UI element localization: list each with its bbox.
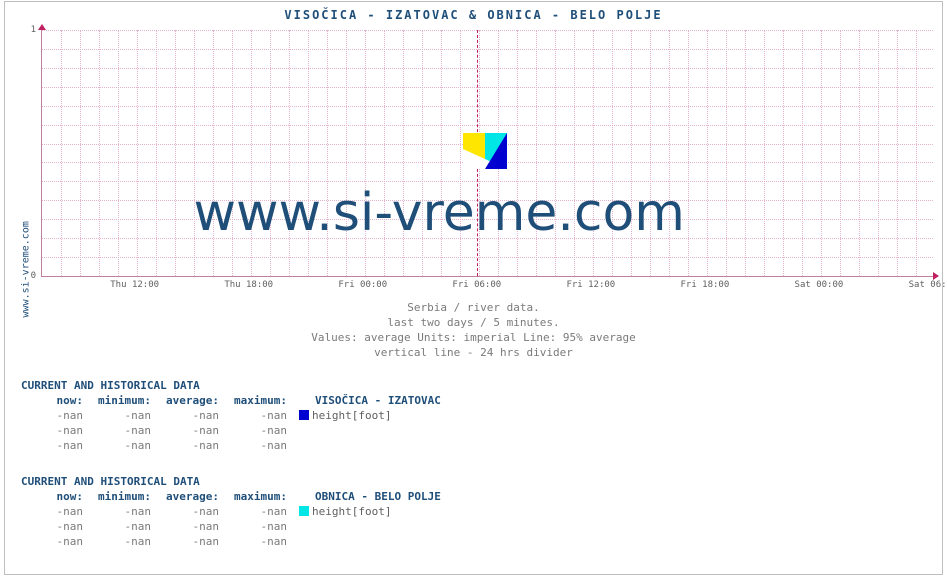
table-cell [293,534,447,549]
column-header: minimum: [89,489,157,504]
series-name: VISOČICA - IZATOVAC [293,393,447,408]
gridline-vertical [61,30,62,276]
data-table: now:minimum:average:maximum:OBNICA - BEL… [21,489,447,549]
table-cell: -nan [225,438,293,453]
gridline-vertical [80,30,81,276]
gridline-vertical [764,30,765,276]
table-cell: -nan [21,519,89,534]
table-cell: -nan [225,408,293,423]
x-tick-label: Fri 18:00 [681,280,730,290]
gridline-vertical [897,30,898,276]
column-header: average: [157,489,225,504]
legend-entry: height[foot] [293,408,447,423]
table-row: -nan-nan-nan-nanheight[foot] [21,408,447,423]
column-header: maximum: [225,393,293,408]
x-axis-arrow-icon [933,272,939,280]
table-row: -nan-nan-nan-nan [21,438,447,453]
table-cell: -nan [225,534,293,549]
gridline-vertical [859,30,860,276]
table-cell: -nan [157,519,225,534]
gridline-vertical [99,30,100,276]
table-cell: -nan [157,504,225,519]
site-logo-icon [463,133,507,169]
data-heading: CURRENT AND HISTORICAL DATA [21,378,447,393]
gridline-vertical [688,30,689,276]
table-cell: -nan [89,438,157,453]
table-cell: -nan [89,519,157,534]
gridline-vertical [802,30,803,276]
watermark-text: www.si-vreme.com [193,183,685,243]
gridline-vertical [840,30,841,276]
x-tick-label: Thu 18:00 [224,280,273,290]
subtitle-line: Serbia / river data. [5,300,942,315]
data-heading: CURRENT AND HISTORICAL DATA [21,474,447,489]
gridline-vertical [916,30,917,276]
table-row: -nan-nan-nan-nan [21,534,447,549]
chart-subtitle-block: Serbia / river data.last two days / 5 mi… [5,300,942,360]
table-cell: -nan [21,423,89,438]
table-header-row: now:minimum:average:maximum:VISOČICA - I… [21,393,447,408]
column-header: minimum: [89,393,157,408]
table-cell: -nan [21,408,89,423]
legend-swatch-icon [299,410,309,420]
plot-area: Thu 12:00Thu 18:00Fri 00:00Fri 06:00Fri … [41,30,933,277]
legend-label: height[foot] [312,505,391,518]
gridline-vertical [175,30,176,276]
series-name: OBNICA - BELO POLJE [293,489,447,504]
table-row: -nan-nan-nan-nanheight[foot] [21,504,447,519]
table-cell: -nan [157,438,225,453]
y-tick-label: 0 [31,271,36,281]
table-cell: -nan [21,534,89,549]
table-cell: -nan [89,423,157,438]
table-cell: -nan [89,408,157,423]
x-tick-label: Fri 06:00 [452,280,501,290]
table-cell: -nan [89,534,157,549]
table-cell: -nan [225,504,293,519]
table-cell: -nan [21,438,89,453]
table-cell: -nan [157,423,225,438]
gridline-vertical [118,30,119,276]
table-cell [293,423,447,438]
column-header: now: [21,489,89,504]
data-section-1: CURRENT AND HISTORICAL DATAnow:minimum:a… [21,378,447,453]
table-cell: -nan [89,504,157,519]
data-section-2: CURRENT AND HISTORICAL DATAnow:minimum:a… [21,474,447,549]
table-cell [293,519,447,534]
table-cell [293,438,447,453]
x-tick-label: Fri 12:00 [566,280,615,290]
gridline-vertical [726,30,727,276]
legend-label: height[foot] [312,409,391,422]
x-tick-label: Sat 00:00 [795,280,844,290]
legend-swatch-icon [299,506,309,516]
gridline-vertical [707,30,708,276]
column-header: now: [21,393,89,408]
table-row: -nan-nan-nan-nan [21,519,447,534]
x-tick-label: Fri 00:00 [338,280,387,290]
table-row: -nan-nan-nan-nan [21,423,447,438]
gridline-vertical [137,30,138,276]
table-cell: -nan [157,408,225,423]
subtitle-line: vertical line - 24 hrs divider [5,345,942,360]
gridline-vertical [821,30,822,276]
gridline-vertical [878,30,879,276]
chart-frame: VISOČICA - IZATOVAC & OBNICA - BELO POLJ… [4,1,943,575]
subtitle-line: Values: average Units: imperial Line: 95… [5,330,942,345]
x-tick-label: Sat 06:00 [909,280,947,290]
table-header-row: now:minimum:average:maximum:OBNICA - BEL… [21,489,447,504]
x-tick-label: Thu 12:00 [110,280,159,290]
table-cell: -nan [225,423,293,438]
column-header: maximum: [225,489,293,504]
gridline-vertical [156,30,157,276]
table-cell: -nan [157,534,225,549]
column-header: average: [157,393,225,408]
subtitle-line: last two days / 5 minutes. [5,315,942,330]
data-table: now:minimum:average:maximum:VISOČICA - I… [21,393,447,453]
table-cell: -nan [21,504,89,519]
y-tick-label: 1 [31,25,36,35]
legend-entry: height[foot] [293,504,447,519]
chart-title: VISOČICA - IZATOVAC & OBNICA - BELO POLJ… [5,8,942,22]
table-cell: -nan [225,519,293,534]
gridline-vertical [745,30,746,276]
gridline-vertical [783,30,784,276]
